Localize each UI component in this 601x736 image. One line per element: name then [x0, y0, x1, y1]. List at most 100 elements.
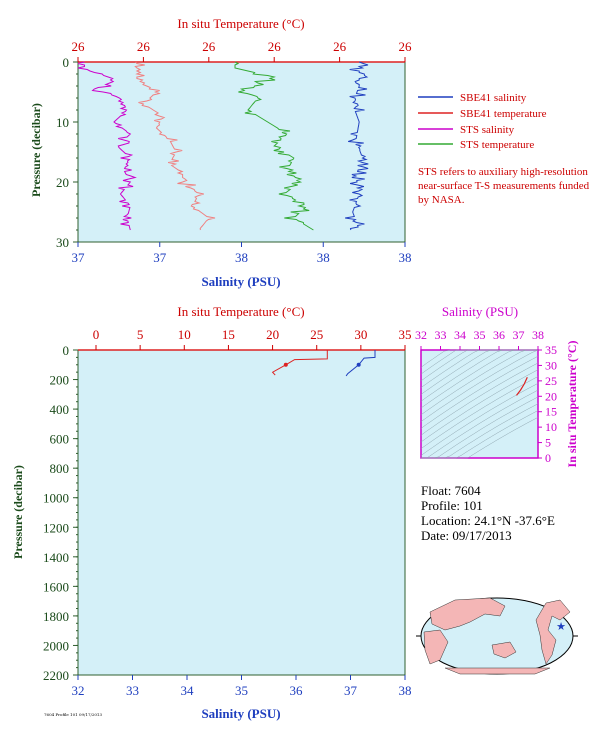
bottom-x2-tick-label: 30 [354, 327, 367, 342]
ts-y-tick-label: 20 [545, 389, 557, 403]
ts-x-tick-label: 35 [474, 328, 486, 342]
profile-label: Profile: [421, 498, 460, 513]
bottom-x2-tick-label: 10 [178, 327, 191, 342]
legend-label-sts-salinity: STS salinity [460, 124, 515, 136]
legend-label-sbe41-temperature: SBE41 temperature [460, 108, 547, 120]
date-row: Date: 09/17/2013 [421, 528, 555, 543]
profile-row: Profile: 101 [421, 498, 555, 513]
profile-value: 101 [463, 498, 483, 513]
ts-contour-line [420, 369, 539, 443]
ts-x-tick-label: 34 [454, 328, 466, 342]
bottom-salinity-axis-title: Salinity (PSU) [201, 706, 280, 721]
date-label: Date: [421, 528, 450, 543]
top-x2-tick-label: 26 [399, 39, 413, 54]
bottom-x-tick-label: 33 [126, 683, 139, 698]
ts-temperature-axis-title: In situ Temperature (°C) [565, 341, 579, 468]
ts-contour-line [421, 403, 539, 459]
bottom-x2-tick-label: 5 [137, 327, 144, 342]
ts-y-tick-label: 10 [545, 420, 557, 434]
map-land-australia [491, 641, 517, 659]
bottom-x-tick-label: 32 [72, 683, 85, 698]
top-series-group [77, 61, 369, 231]
legend: SBE41 salinity SBE41 temperature STS sal… [418, 92, 547, 151]
bottom-y-tick-label: 1400 [43, 550, 69, 565]
top-x2-tick-label: 26 [72, 39, 86, 54]
location-label: Location: [421, 513, 471, 528]
bottom-y-tick-label: 2200 [43, 668, 69, 683]
top-salinity-axis-title: Salinity (PSU) [201, 274, 280, 289]
ts-y-tick-label: 30 [545, 358, 557, 372]
top-x2-tick-label: 26 [202, 39, 216, 54]
top-series-line [77, 61, 137, 231]
location-row: Location: 24.1°N -37.6°E [421, 513, 555, 528]
top-series-line [134, 61, 216, 231]
ts-contour-line [420, 362, 539, 436]
bottom-x-tick-label: 37 [344, 683, 358, 698]
top-x2-ticks: 26 26 26 26 26 26 [72, 39, 413, 62]
bottom-x2-tick-label: 25 [310, 327, 323, 342]
top-temperature-axis-title: In situ Temperature (°C) [177, 16, 304, 31]
ts-y-tick-label: 5 [545, 436, 551, 450]
bottom-y-tick-label: 1800 [43, 609, 69, 624]
bottom-y-tick-label: 2000 [43, 638, 69, 653]
ts-y-tick-label: 15 [545, 405, 557, 419]
top-pressure-axis-title: Pressure (decibar) [29, 103, 43, 197]
top-x-tick-label: 38 [317, 250, 330, 265]
top-x-ticks: 37 37 38 38 38 [72, 242, 412, 265]
ts-x-tick-label: 36 [493, 328, 505, 342]
sts-note: STS refers to auxiliary high-resolution … [418, 166, 590, 206]
top-y-tick-label: 10 [56, 115, 69, 130]
bottom-y-tick-label: 400 [50, 402, 70, 417]
bottom-series-line [271, 350, 328, 376]
bottom-y-tick-label: 600 [50, 432, 70, 447]
bottom-y-tick-label: 1600 [43, 579, 69, 594]
ts-y-tick-label: 35 [545, 343, 557, 357]
bottom-x-ticks: 32 33 34 35 36 37 38 [72, 675, 412, 698]
float-location-star-icon: ★ [556, 620, 566, 633]
bottom-plot-area [77, 349, 406, 676]
bottom-y-tick-label: 200 [50, 373, 70, 388]
ts-x-tick-label: 32 [415, 328, 427, 342]
bottom-x-tick-label: 35 [235, 683, 248, 698]
ts-contour-line [421, 389, 539, 459]
map-land-eurasia [429, 597, 506, 631]
float-value: 7604 [454, 483, 481, 498]
top-x2-tick-label: 26 [333, 39, 347, 54]
bottom-y-ticks: 0 200 400 600 800 1000 1200 1400 1600 1800 2000 220… [43, 343, 78, 683]
ts-salinity-axis-title: Salinity (PSU) [442, 304, 518, 319]
top-x2-tick-label: 26 [268, 39, 282, 54]
top-x-tick-label: 38 [235, 250, 248, 265]
top-y-ticks: 0 10 20 30 [56, 55, 78, 250]
ts-contour-line [420, 349, 539, 422]
map-land-antarctica [444, 667, 551, 675]
top-y-tick-label: 0 [63, 55, 70, 70]
ts-contour-line [421, 396, 539, 459]
top-y-tick-label: 30 [56, 235, 69, 250]
bottom-x2-ticks: 0 5 10 15 20 25 30 35 [93, 327, 412, 350]
bottom-x2-tick-label: 15 [222, 327, 235, 342]
ts-x-ticks: 32 33 34 35 36 37 38 [415, 328, 544, 350]
ts-series-line [516, 376, 528, 396]
ts-x-tick-label: 33 [435, 328, 447, 342]
top-x-tick-label: 38 [399, 250, 412, 265]
ts-x-tick-label: 37 [513, 328, 525, 342]
bottom-y-tick-label: 800 [50, 461, 70, 476]
bottom-x-tick-label: 38 [399, 683, 412, 698]
bottom-x-tick-label: 34 [181, 683, 195, 698]
top-panel: 0 10 20 30 26 26 26 26 26 26 37 37 38 38 38 In situ … [29, 16, 547, 289]
top-plot-area [77, 61, 406, 243]
legend-label-sbe41-salinity: SBE41 salinity [460, 92, 527, 104]
top-x-tick-label: 37 [72, 250, 86, 265]
float-label: Float: [421, 483, 452, 498]
bottom-y-tick-label: 0 [63, 343, 70, 358]
date-value: 09/17/2013 [452, 528, 512, 543]
bottom-series-group [271, 350, 376, 377]
bottom-panel: 0 200 400 600 800 1000 1200 1400 1600 1800 2000 220… [11, 304, 412, 721]
map-land-africa [423, 629, 449, 665]
bottom-y-tick-label: 1000 [43, 491, 69, 506]
footer-text: 7604 Profile 101 09/17/2013 [44, 712, 103, 717]
bottom-y-tick-label: 1200 [43, 520, 69, 535]
ts-y-tick-label: 0 [545, 451, 551, 465]
